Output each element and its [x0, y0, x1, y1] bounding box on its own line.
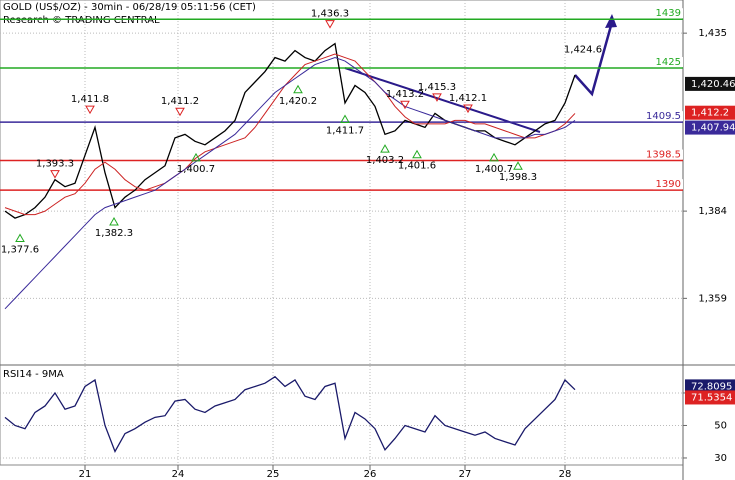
- low-marker: [340, 114, 350, 123]
- high-label: 1,393.3: [36, 159, 74, 170]
- low-marker: [513, 161, 523, 170]
- forecast-arrow: [574, 21, 614, 97]
- price-box-label: 1,407.94: [691, 123, 735, 134]
- level-label-bg: [653, 57, 683, 68]
- price-box: [685, 105, 735, 120]
- low-marker: [380, 144, 390, 153]
- low-label: 1,400.7: [475, 164, 513, 175]
- series-line: [4, 375, 576, 453]
- level-label: 1409.5: [646, 111, 681, 122]
- x-tick-label: 27: [459, 469, 472, 480]
- low-label: 1,400.7: [177, 164, 215, 175]
- level-label-bg: [653, 111, 683, 122]
- rsi-box-label: 72.8095: [691, 381, 732, 392]
- y-tick-label: 1,359: [698, 293, 727, 304]
- rsi-box-label: 71.5354: [691, 392, 732, 403]
- high-marker: [50, 170, 60, 179]
- rsi-title: RSI14 - 9MA: [3, 369, 64, 380]
- level-label: 1390: [656, 179, 681, 190]
- level-label-bg: [653, 149, 683, 160]
- low-label: 1,411.7: [326, 125, 364, 136]
- low-marker: [15, 233, 25, 242]
- series-line: [4, 57, 576, 310]
- level-label: 1425: [656, 57, 681, 68]
- high-label: 1,436.3: [311, 9, 349, 20]
- x-tick-label: 21: [79, 469, 92, 480]
- high-label: 1,411.8: [71, 94, 109, 105]
- high-label: 1,415.3: [418, 82, 456, 93]
- level-label: 1398.5: [646, 150, 681, 161]
- series-line: [4, 53, 576, 216]
- price-box-label: 1,412.2: [691, 108, 729, 119]
- low-label: 1,377.6: [1, 244, 39, 255]
- high-label: 1,413.2: [386, 89, 424, 100]
- y-tick-label: 50: [714, 420, 727, 431]
- low-marker: [293, 84, 303, 94]
- high-label: 1,412.1: [449, 93, 487, 104]
- y-tick-label: 1,435: [698, 28, 727, 39]
- chart-subtitle: Research © TRADING CENTRAL: [3, 15, 160, 26]
- y-tick-label: 30: [714, 453, 727, 464]
- low-label: 1,398.3: [499, 172, 537, 183]
- x-tick-label: 24: [172, 469, 185, 480]
- low-marker: [412, 149, 422, 159]
- rsi-box: [685, 390, 735, 405]
- high-label: 1,411.2: [161, 96, 199, 107]
- low-label: 1,401.6: [398, 161, 436, 172]
- x-tick-label: 28: [559, 469, 572, 480]
- price-box-label: 1,420.46: [691, 79, 735, 90]
- high-marker: [463, 104, 473, 114]
- low-label: 1,420.2: [279, 96, 317, 107]
- y-tick-label: 1,384: [698, 206, 727, 217]
- level-label-bg: [653, 8, 683, 19]
- price-box: [685, 120, 735, 135]
- high-marker: [85, 105, 95, 115]
- low-label: 1,403.2: [366, 155, 404, 166]
- plot-frame: [0, 0, 684, 466]
- series-line: [4, 42, 576, 219]
- arrow-head: [605, 14, 617, 28]
- high-marker: [432, 93, 442, 102]
- high-marker: [400, 100, 410, 110]
- low-label: 1,382.3: [95, 228, 133, 239]
- target-label: 1,424.6: [564, 44, 602, 55]
- high-marker: [325, 20, 335, 29]
- x-tick-label: 25: [267, 469, 280, 480]
- price-box: [685, 76, 735, 91]
- chart-title: GOLD (US$/OZ) - 30min - 06/28/19 05:11:5…: [3, 2, 256, 13]
- low-marker: [191, 152, 201, 162]
- level-label-bg: [653, 179, 683, 190]
- low-marker: [489, 152, 499, 162]
- high-marker: [175, 107, 185, 117]
- trend-line: [344, 67, 541, 133]
- x-tick-label: 26: [364, 469, 377, 480]
- rsi-box: [685, 379, 735, 394]
- level-label: 1439: [656, 8, 681, 19]
- low-marker: [109, 217, 119, 226]
